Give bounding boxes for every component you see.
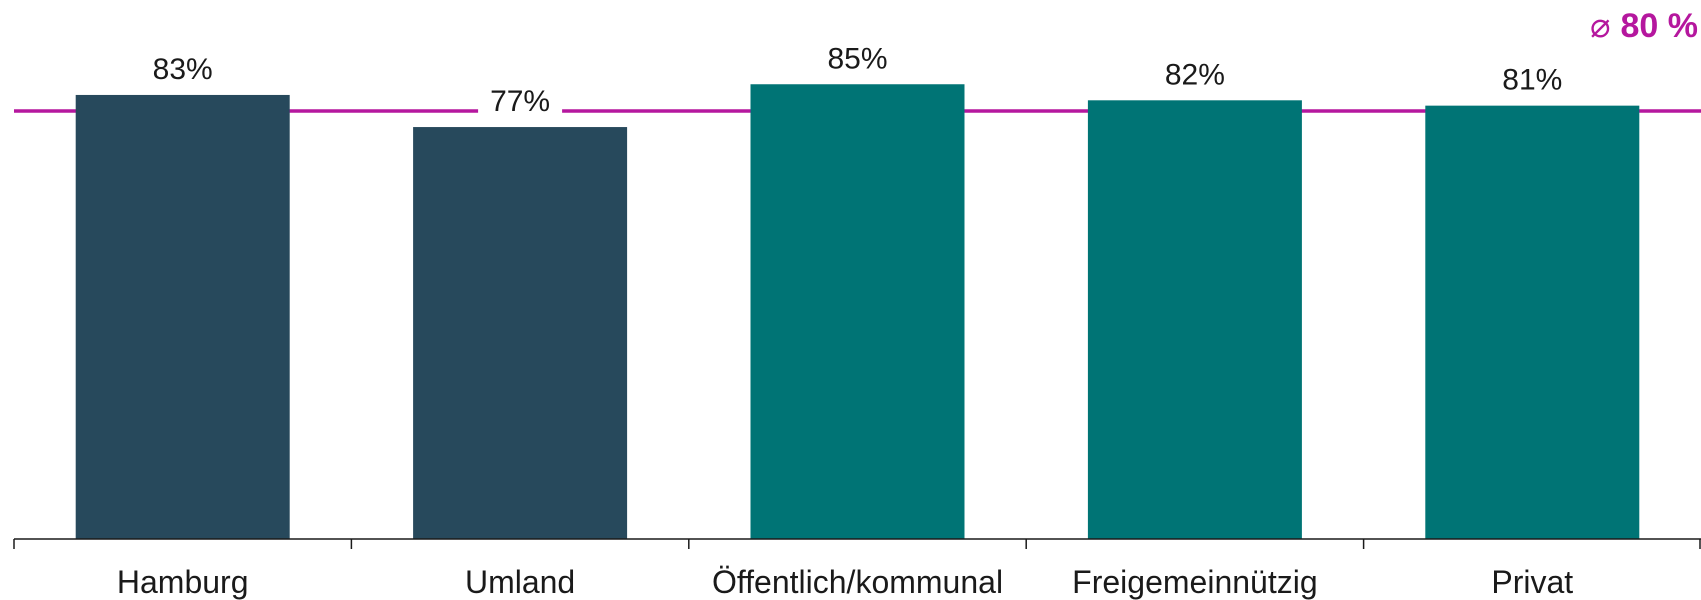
- value-label-bg-2: [478, 83, 563, 120]
- bar-1: [75, 94, 290, 539]
- value-label-3: 85%: [827, 42, 887, 75]
- value-label-bg-1: [140, 50, 225, 87]
- value-label-1: 83%: [153, 53, 213, 86]
- category-label-2: Umland: [465, 564, 575, 600]
- average-label: ⌀ 80 %: [1590, 6, 1698, 46]
- category-label-3: Öffentlich/kommunal: [712, 564, 1003, 600]
- value-labels-layer: 83% 77% 85% 82% 81%: [140, 40, 1575, 120]
- value-label-2: 77%: [490, 85, 550, 118]
- category-label-5: Privat: [1491, 564, 1573, 600]
- bar-5: [1425, 105, 1640, 540]
- value-label-5: 81%: [1502, 64, 1562, 97]
- average-symbol: ⌀: [1590, 6, 1610, 46]
- value-label-bg-5: [1490, 61, 1575, 98]
- bar-2: [413, 127, 628, 540]
- value-label-bg-3: [815, 40, 900, 77]
- x-axis: Hamburg Umland Öffentlich/kommunal Freigeme…: [13, 538, 1701, 600]
- average-value: 80 %: [1621, 7, 1699, 45]
- bar-3: [750, 84, 965, 539]
- bars-layer: [75, 84, 1640, 540]
- bar-4: [1087, 100, 1302, 540]
- value-label-4: 82%: [1165, 58, 1225, 91]
- category-label-1: Hamburg: [117, 564, 249, 600]
- value-label-bg-4: [1152, 56, 1237, 93]
- category-label-4: Freigemeinnützig: [1072, 564, 1317, 600]
